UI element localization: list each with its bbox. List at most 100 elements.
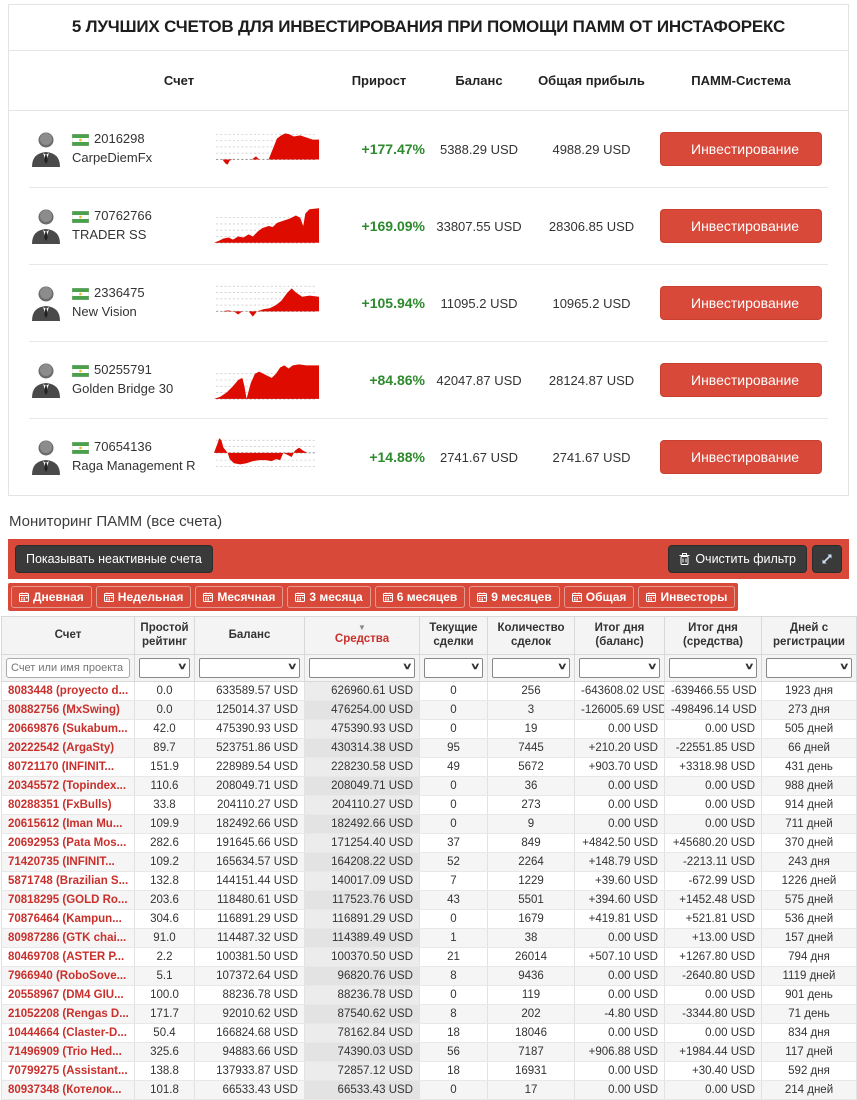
table-cell: 0 xyxy=(419,814,488,834)
account-link[interactable]: 20692953 (Pata Mos... xyxy=(8,836,127,849)
account-number-link[interactable]: 70654136 xyxy=(94,439,152,455)
account-link[interactable]: 71496909 (Trio Hed... xyxy=(8,1045,122,1058)
period-tab-label: Недельная xyxy=(117,590,184,604)
table-cell: 171.7 xyxy=(134,1004,195,1024)
account-link[interactable]: 71420735 (INFINIT... xyxy=(8,855,115,868)
period-tab[interactable]: 9 месяцев xyxy=(469,586,560,608)
account-link[interactable]: 80987286 (GTK chai... xyxy=(8,931,127,944)
invest-button[interactable]: Инвестирование xyxy=(660,440,822,474)
table-cell: 1 xyxy=(419,928,488,948)
account-link[interactable]: 80288351 (FxBulls) xyxy=(8,798,112,811)
top-account-row: 70762766 TRADER SS +169.09% 33807.55 USD… xyxy=(29,188,828,265)
account-number-link[interactable]: 2336475 xyxy=(94,285,145,301)
account-link[interactable]: 5871748 (Brazilian S... xyxy=(8,874,129,887)
table-cell: 273 xyxy=(487,795,575,815)
account-link[interactable]: 21052208 (Rengas D... xyxy=(8,1007,129,1020)
clear-filter-button[interactable]: Очистить фильтр xyxy=(668,545,807,573)
table-row: 71496909 (Trio Hed... 325.6 94883.66 USD 74… xyxy=(1,1042,857,1062)
column-filter-select[interactable] xyxy=(139,657,190,678)
table-row: 20222542 (ArgaSty) 89.7 523751.86 USD 43031… xyxy=(1,738,857,758)
account-link[interactable]: 7966940 (RoboSove... xyxy=(8,969,127,982)
period-tab[interactable]: Недельная xyxy=(95,586,192,608)
period-tab[interactable]: Общая xyxy=(563,586,635,608)
table-cell: 151.9 xyxy=(134,757,195,777)
column-filter-select[interactable] xyxy=(199,657,300,678)
period-tab[interactable]: Месячная xyxy=(195,586,284,608)
account-link[interactable]: 20669876 (Sukabum... xyxy=(8,722,128,735)
column-header[interactable]: Дней с регистрации xyxy=(761,616,857,655)
column-header[interactable]: Итог дня (средства) xyxy=(664,616,762,655)
expand-button[interactable] xyxy=(812,545,842,573)
account-link[interactable]: 80882756 (MxSwing) xyxy=(8,703,120,716)
account-link[interactable]: 70818295 (GOLD Ro... xyxy=(8,893,128,906)
period-tab[interactable]: 3 месяца xyxy=(287,586,371,608)
period-tab-label: 6 месяцев xyxy=(396,590,458,604)
column-filter-select[interactable] xyxy=(669,657,757,678)
table-cell: -639466.55 USD xyxy=(664,681,762,701)
account-link[interactable]: 70876464 (Kampun... xyxy=(8,912,122,925)
column-filter-select[interactable] xyxy=(424,657,483,678)
table-cell: 8 xyxy=(419,966,488,986)
column-header[interactable]: Счет xyxy=(1,616,135,655)
table-cell: 0.00 USD xyxy=(664,1023,762,1043)
column-header[interactable]: ▼ Средства xyxy=(304,616,420,655)
table-cell: 36 xyxy=(487,776,575,796)
account-cell: 5871748 (Brazilian S... xyxy=(1,871,135,891)
account-link[interactable]: 80721170 (INFINIT... xyxy=(8,760,115,773)
account-cell: 71496909 (Trio Hed... xyxy=(1,1042,135,1062)
invest-button[interactable]: Инвестирование xyxy=(660,209,822,243)
account-link[interactable]: 8083448 (proyecto d... xyxy=(8,684,129,697)
column-header[interactable]: Количество сделок xyxy=(487,616,575,655)
period-tab[interactable]: Дневная xyxy=(11,586,92,608)
table-cell: 988 дней xyxy=(761,776,857,796)
account-profit: 10965.2 USD xyxy=(552,295,631,311)
account-cell: 7966940 (RoboSove... xyxy=(1,966,135,986)
table-cell: 137933.87 USD xyxy=(194,1061,305,1081)
account-filter-input[interactable] xyxy=(6,657,130,678)
column-header[interactable]: Итог дня (баланс) xyxy=(574,616,665,655)
column-header[interactable]: Текущие сделки xyxy=(419,616,488,655)
column-header[interactable]: Простой рейтинг xyxy=(134,616,195,655)
table-cell: 116891.29 USD xyxy=(194,909,305,929)
account-number-link[interactable]: 50255791 xyxy=(94,362,152,378)
account-link[interactable]: 20558967 (DM4 GIU... xyxy=(8,988,124,1001)
column-filter-select[interactable] xyxy=(309,657,415,678)
table-cell: -4.80 USD xyxy=(574,1004,665,1024)
table-cell: 243 дня xyxy=(761,852,857,872)
table-row: 7966940 (RoboSove... 5.1 107372.64 USD 9682… xyxy=(1,966,857,986)
account-number-link[interactable]: 70762766 xyxy=(94,208,152,224)
account-link[interactable]: 20615612 (Iman Mu... xyxy=(8,817,123,830)
table-cell: 33.8 xyxy=(134,795,195,815)
calendar-icon xyxy=(19,592,29,602)
show-inactive-button[interactable]: Показывать неактивные счета xyxy=(15,545,213,573)
account-link[interactable]: 10444664 (Claster-D... xyxy=(8,1026,127,1039)
account-number-link[interactable]: 2016298 xyxy=(94,131,145,147)
table-cell: 89.7 xyxy=(134,738,195,758)
period-tab[interactable]: 6 месяцев xyxy=(374,586,466,608)
table-cell: -3344.80 USD xyxy=(664,1004,762,1024)
column-filter-select[interactable] xyxy=(766,657,852,678)
table-cell: -643608.02 USD xyxy=(574,681,665,701)
invest-button[interactable]: Инвестирование xyxy=(660,132,822,166)
column-header[interactable]: Баланс xyxy=(194,616,305,655)
account-link[interactable]: 20222542 (ArgaSty) xyxy=(8,741,115,754)
account-link[interactable]: 80937348 (Котелок... xyxy=(8,1083,122,1096)
column-filter-select[interactable] xyxy=(492,657,570,678)
growth-percent: +105.94% xyxy=(361,295,425,311)
monitoring-filter-row: ∨∨∨∨∨∨∨∨ xyxy=(1,653,857,682)
table-cell: 9436 xyxy=(487,966,575,986)
table-cell: 592 дня xyxy=(761,1061,857,1081)
account-link[interactable]: 70799275 (Assistant... xyxy=(8,1064,128,1077)
sparkline-chart xyxy=(214,203,329,249)
column-filter-select[interactable] xyxy=(579,657,660,678)
account-link[interactable]: 20345572 (Topindex... xyxy=(8,779,127,792)
table-cell: 18 xyxy=(419,1023,488,1043)
table-cell: 203.6 xyxy=(134,890,195,910)
page-title: 5 ЛУЧШИХ СЧЕТОВ ДЛЯ ИНВЕСТИРОВАНИЯ ПРИ П… xyxy=(71,17,786,36)
period-tab[interactable]: Инвесторы xyxy=(638,586,736,608)
invest-button[interactable]: Инвестирование xyxy=(660,286,822,320)
table-cell: 0.00 USD xyxy=(574,928,665,948)
invest-button[interactable]: Инвестирование xyxy=(660,363,822,397)
account-name: Raga Management R xyxy=(72,458,196,473)
account-link[interactable]: 80469708 (ASTER P... xyxy=(8,950,125,963)
